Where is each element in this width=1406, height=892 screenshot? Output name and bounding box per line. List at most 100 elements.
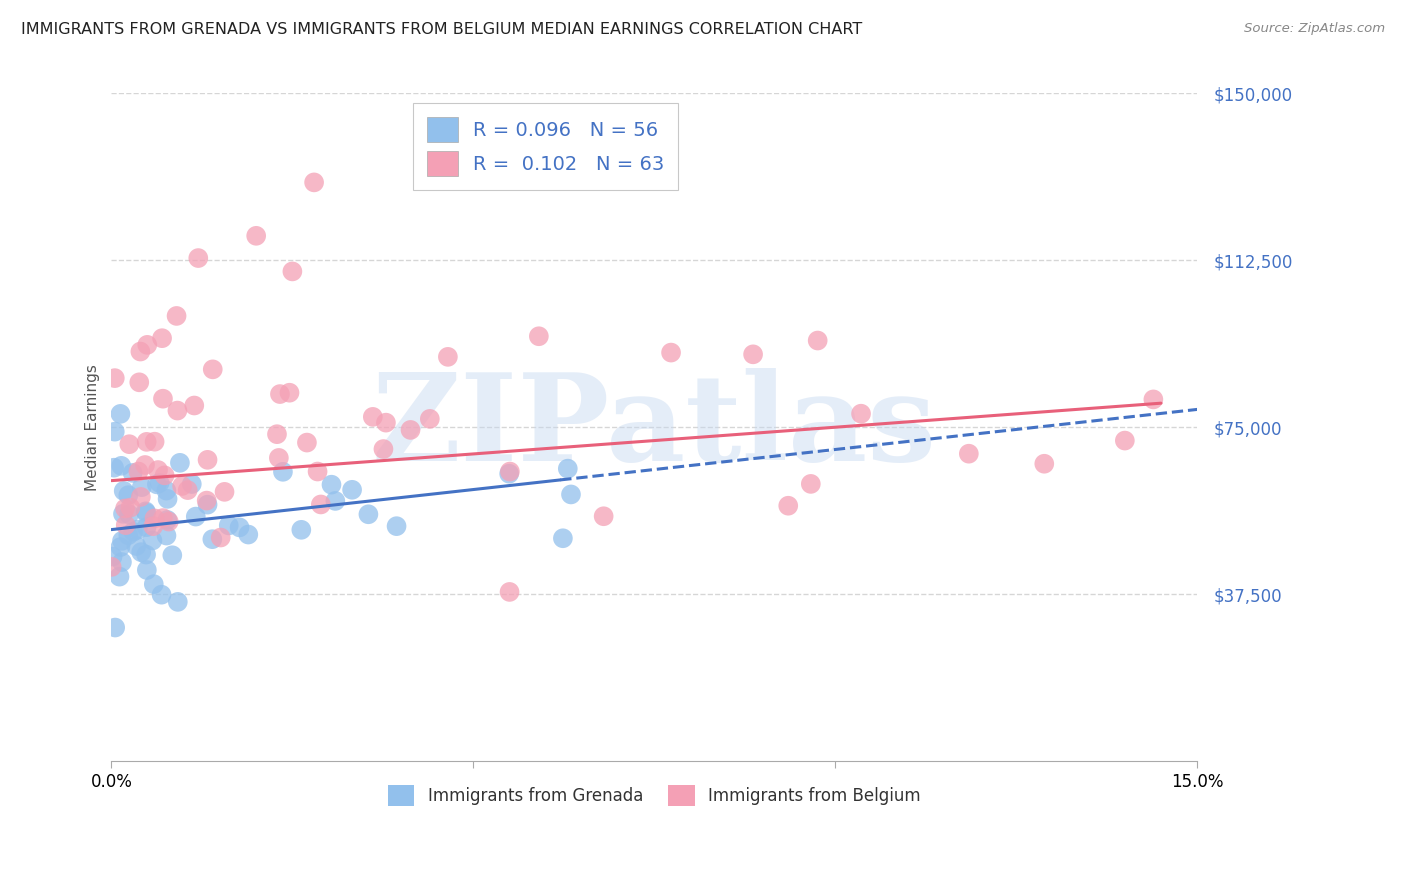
Point (560, 487, 582, 501)
Point (149, 475, 172, 490)
Point (266, 427, 288, 442)
Point (150, 331, 173, 345)
Point (125, 539, 148, 553)
Legend: Immigrants from Grenada, Immigrants from Belgium: Immigrants from Grenada, Immigrants from… (381, 778, 928, 813)
Point (111, 507, 134, 521)
Point (499, 465, 522, 479)
Point (340, 483, 363, 497)
Point (172, 479, 194, 493)
Point (238, 527, 260, 541)
Point (129, 545, 152, 559)
Point (135, 548, 157, 562)
Point (135, 504, 157, 518)
Text: IMMIGRANTS FROM GRENADA VS IMMIGRANTS FROM BELGIUM MEDIAN EARNINGS CORRELATION C: IMMIGRANTS FROM GRENADA VS IMMIGRANTS FR… (21, 22, 862, 37)
Point (551, 531, 574, 545)
Point (197, 498, 219, 512)
Point (120, 500, 142, 515)
Point (278, 385, 301, 400)
Point (112, 483, 135, 498)
Point (399, 423, 422, 437)
Point (201, 532, 224, 546)
Point (162, 548, 184, 562)
Point (108, 569, 131, 583)
Point (135, 520, 157, 534)
Point (150, 588, 173, 602)
Point (142, 577, 165, 591)
Point (156, 513, 179, 527)
Point (118, 437, 141, 451)
Point (127, 465, 149, 479)
Point (166, 309, 188, 323)
Point (146, 463, 169, 477)
Point (302, 175, 325, 189)
Point (111, 533, 134, 548)
Point (245, 228, 267, 243)
Point (307, 465, 329, 479)
Point (357, 508, 380, 522)
Point (135, 563, 157, 577)
Point (659, 345, 682, 359)
Point (155, 483, 177, 498)
Point (187, 251, 209, 265)
Point (169, 456, 191, 470)
Y-axis label: Median Earnings: Median Earnings (86, 364, 100, 491)
Point (592, 509, 614, 524)
Point (146, 477, 169, 491)
Point (209, 531, 232, 545)
Point (271, 465, 294, 479)
Point (127, 523, 149, 537)
Point (197, 452, 219, 467)
Point (134, 458, 156, 472)
Point (1114, 434, 1136, 448)
Point (110, 458, 132, 473)
Point (325, 494, 347, 508)
Point (166, 595, 188, 609)
Point (117, 528, 139, 542)
Point (385, 519, 408, 533)
Point (166, 403, 188, 417)
Point (228, 520, 250, 534)
Point (129, 344, 152, 359)
Point (104, 425, 127, 439)
Text: ZIPatlas: ZIPatlas (371, 368, 936, 486)
Point (267, 450, 290, 465)
Point (295, 435, 318, 450)
Point (498, 585, 520, 599)
Point (143, 434, 166, 449)
Point (142, 519, 165, 533)
Point (157, 515, 180, 529)
Point (1142, 392, 1164, 407)
Point (117, 488, 139, 502)
Point (118, 508, 141, 522)
Point (135, 506, 157, 520)
Point (152, 511, 174, 525)
Point (957, 447, 980, 461)
Point (111, 555, 134, 569)
Point (110, 407, 132, 421)
Point (114, 518, 136, 533)
Point (361, 409, 384, 424)
Point (742, 347, 765, 361)
Point (498, 467, 520, 481)
Point (180, 477, 202, 491)
Point (183, 399, 205, 413)
Point (557, 461, 579, 475)
Point (103, 460, 125, 475)
Point (131, 480, 153, 494)
Point (152, 392, 174, 406)
Point (129, 490, 152, 504)
Point (374, 416, 396, 430)
Point (114, 501, 136, 516)
Point (1033, 457, 1056, 471)
Point (269, 387, 291, 401)
Point (807, 334, 830, 348)
Point (849, 407, 872, 421)
Point (121, 466, 143, 480)
Point (184, 509, 207, 524)
Point (128, 376, 150, 390)
Point (104, 371, 127, 385)
Point (218, 518, 240, 533)
Point (800, 476, 823, 491)
Point (214, 484, 236, 499)
Text: Source: ZipAtlas.com: Source: ZipAtlas.com (1244, 22, 1385, 36)
